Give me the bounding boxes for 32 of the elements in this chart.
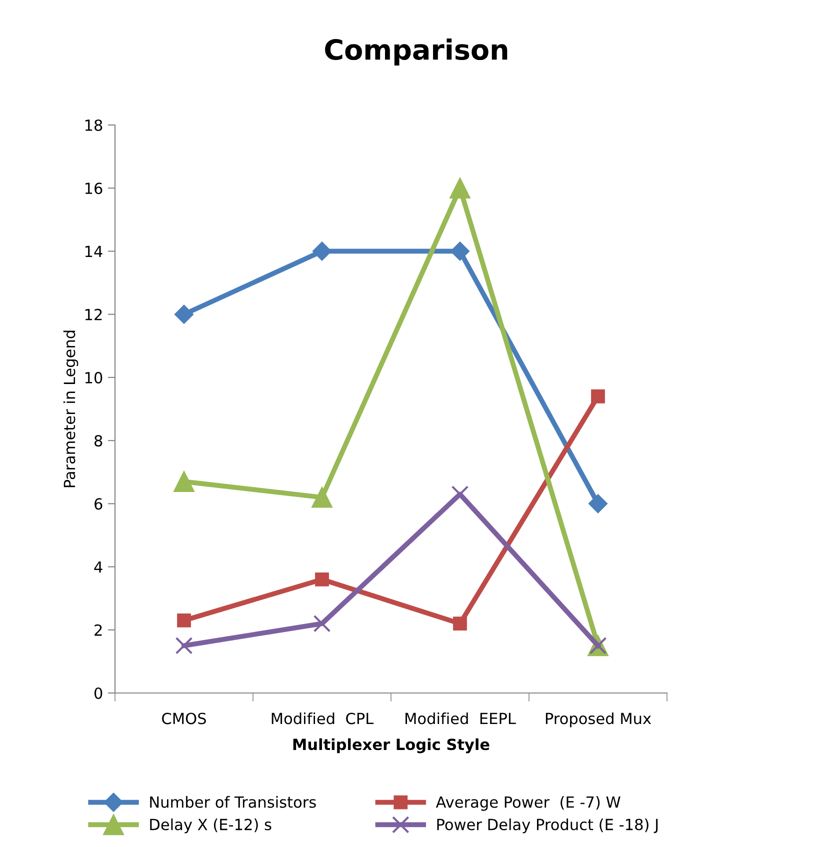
point bbox=[450, 178, 470, 199]
y-tick-label: 16 bbox=[85, 182, 102, 194]
y-tick-label: 12 bbox=[85, 308, 102, 320]
point bbox=[174, 304, 194, 324]
point bbox=[315, 572, 329, 586]
point bbox=[588, 494, 608, 514]
y-axis-title: Parameter in Legend bbox=[63, 330, 78, 488]
x-tick-label: Modified CPL bbox=[272, 712, 374, 724]
legend-label: Number of Transistors bbox=[150, 796, 316, 808]
x-axis-title: Multiplexer Logic Style bbox=[293, 738, 490, 754]
y-tick-label: 6 bbox=[94, 498, 102, 510]
legend-label: Delay X (E-12) s bbox=[150, 818, 272, 834]
x-tick-label: Proposed Mux bbox=[546, 712, 652, 728]
point bbox=[453, 616, 467, 631]
chart-title: Comparison bbox=[325, 38, 508, 66]
point bbox=[313, 614, 331, 632]
x-tick-label: CMOS bbox=[162, 712, 206, 724]
point bbox=[312, 486, 332, 508]
y-tick-label: 10 bbox=[85, 372, 102, 384]
point bbox=[177, 613, 191, 628]
y-tick-label: 14 bbox=[85, 246, 102, 258]
y-tick-label: 4 bbox=[94, 561, 102, 573]
y-tick-label: 8 bbox=[94, 435, 102, 447]
point bbox=[175, 636, 193, 654]
y-tick-label: 2 bbox=[94, 624, 102, 636]
legend-label: Power Delay Product (E -18) J bbox=[437, 818, 658, 834]
point bbox=[174, 471, 194, 492]
y-tick-label: 18 bbox=[85, 119, 102, 132]
x-tick-label: Modified EEPL bbox=[406, 712, 516, 724]
legend-label: Average Power (E -7) W bbox=[436, 796, 620, 811]
point bbox=[591, 389, 605, 404]
y-tick-label: 0 bbox=[94, 687, 102, 700]
